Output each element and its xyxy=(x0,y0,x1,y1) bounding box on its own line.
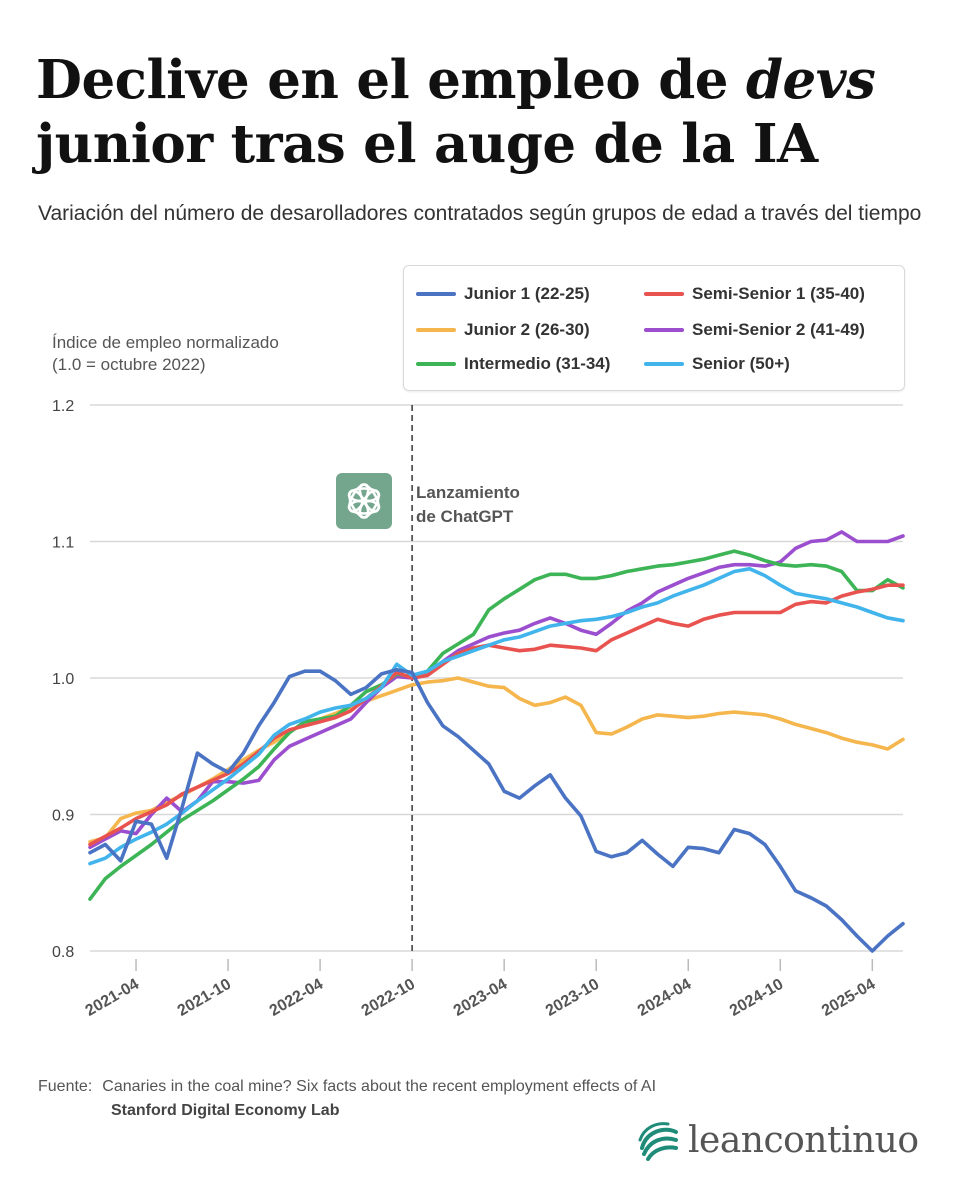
page-title: Declive en el empleo de devs junior tras… xyxy=(36,48,936,176)
x-tick-label: 2021-04 xyxy=(83,976,142,1020)
y-tick-label: 1.1 xyxy=(52,535,74,552)
title-part-1: Declive en el empleo de xyxy=(36,49,746,111)
y-axis-label-line1: Índice de empleo normalizado xyxy=(52,333,279,352)
series-line-4 xyxy=(88,583,905,847)
legend-label: Intermedio (31-34) xyxy=(464,354,611,373)
legend-swatch xyxy=(644,328,684,332)
title-part-2: junior tras el auge de la IA xyxy=(36,113,818,175)
x-tick-label: 2025-04 xyxy=(819,976,878,1020)
series-line-3 xyxy=(88,549,905,901)
legend-swatch xyxy=(416,328,456,332)
legend-swatch xyxy=(644,292,684,296)
legend-item: Junior 2 (26-30) xyxy=(416,320,590,340)
legend-item: Semi-Senior 2 (41-49) xyxy=(644,320,865,340)
legend-swatch xyxy=(416,362,456,366)
legend-item: Semi-Senior 1 (35-40) xyxy=(644,284,865,304)
legend-label: Senior (50+) xyxy=(692,354,790,373)
legend-swatch xyxy=(416,292,456,296)
x-tick-label: 2021-10 xyxy=(175,976,234,1020)
legend-swatch xyxy=(644,362,684,366)
legend-label: Semi-Senior 1 (35-40) xyxy=(692,284,865,303)
y-tick-label: 1.2 xyxy=(52,398,74,415)
legend-item: Senior (50+) xyxy=(644,354,790,374)
brand-name: leancontinuo xyxy=(688,1119,919,1161)
annotation-line2: de ChatGPT xyxy=(416,507,514,526)
legend-label: Semi-Senior 2 (41-49) xyxy=(692,320,865,339)
source-org: Stanford Digital Economy Lab xyxy=(111,1102,340,1119)
source-label: Fuente: xyxy=(38,1078,93,1095)
page-subtitle: Variación del número de desarolladores c… xyxy=(38,202,922,225)
series-line-1 xyxy=(88,668,905,953)
y-tick-label: 0.9 xyxy=(52,808,74,825)
y-tick-label: 1.0 xyxy=(52,671,74,688)
brand: leancontinuo xyxy=(636,1118,919,1162)
legend-label: Junior 2 (26-30) xyxy=(464,320,590,339)
x-tick-label: 2024-10 xyxy=(727,976,786,1020)
legend-label: Junior 1 (22-25) xyxy=(464,284,590,303)
x-tick-label: 2023-10 xyxy=(543,976,602,1020)
annotation-line1: Lanzamiento xyxy=(416,483,520,502)
source-text: Canaries in the coal mine? Six facts abo… xyxy=(102,1078,657,1095)
y-axis-label-line2: (1.0 = octubre 2022) xyxy=(52,355,206,374)
legend-item: Junior 1 (22-25) xyxy=(416,284,590,304)
x-tick-label: 2022-10 xyxy=(359,976,418,1020)
y-tick-label: 0.8 xyxy=(52,944,74,961)
y-axis-label: Índice de empleo normalizado (1.0 = octu… xyxy=(52,332,372,376)
x-tick-label: 2024-04 xyxy=(635,976,694,1020)
series-line-6 xyxy=(88,567,905,866)
chart-legend: Junior 1 (22-25) Junior 2 (26-30) Intermed… xyxy=(403,265,905,391)
title-italic: devs xyxy=(745,49,876,111)
line-chart: 1.2 1.1 1.0 0.9 0.8 Lanzamiento de ChatGPT 20… xyxy=(52,398,905,1020)
series-line-2 xyxy=(88,676,905,844)
leancontinuo-logo-icon xyxy=(638,1122,678,1161)
x-tick-label: 2023-04 xyxy=(451,976,510,1020)
source-note: Fuente: Canaries in the coal mine? Six fa… xyxy=(38,1075,918,1123)
chatgpt-logo-icon xyxy=(336,473,392,529)
x-tick-label: 2022-04 xyxy=(267,976,326,1020)
legend-item: Intermedio (31-34) xyxy=(416,354,610,374)
